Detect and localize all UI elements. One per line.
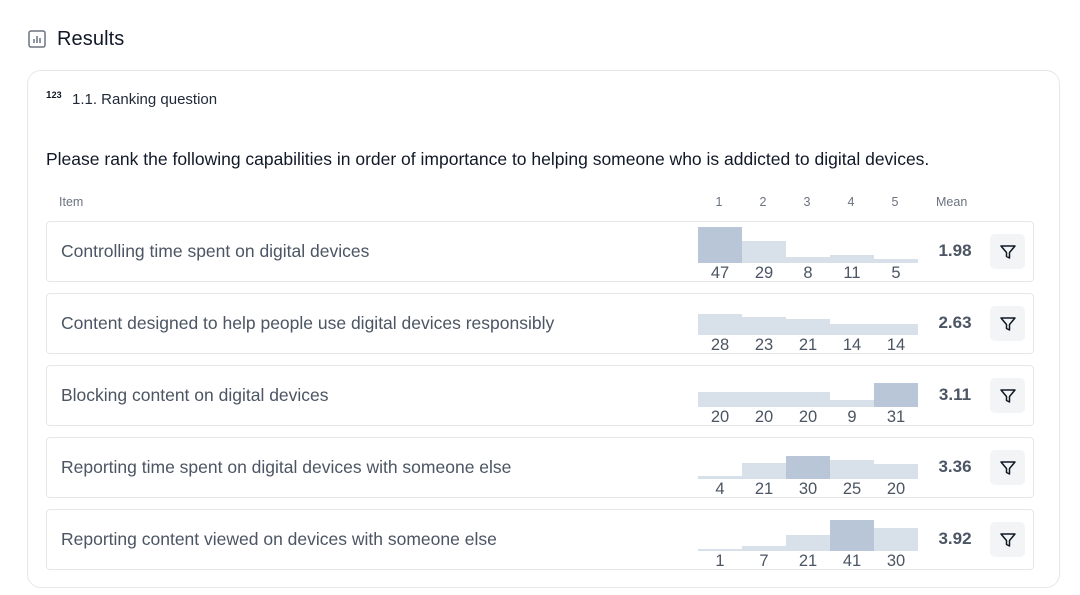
filter-button[interactable] <box>990 378 1025 413</box>
rank-bar-4 <box>830 400 874 407</box>
ranking-row: Reporting time spent on digital devices … <box>46 437 1034 498</box>
rank-count-5: 14 <box>886 336 906 354</box>
rank-bar-5 <box>874 383 918 407</box>
rank-bar-4 <box>830 255 874 263</box>
row-mean-value: 3.11 <box>938 385 972 404</box>
rank-count-5: 20 <box>886 480 906 498</box>
rank-bar-3 <box>786 257 830 263</box>
rank-count-3: 8 <box>803 264 813 282</box>
question-text: Please rank the following capabilities i… <box>46 149 930 169</box>
rank-bar-1 <box>698 476 742 479</box>
row-mean-value: 1.98 <box>938 241 972 260</box>
rank-bar-5 <box>874 528 918 551</box>
ranking-row: Blocking content on digital devices 20 20 2… <box>46 365 1034 426</box>
rank-count-2: 23 <box>754 336 774 354</box>
filter-button[interactable] <box>990 306 1025 341</box>
rank-bar-2 <box>742 546 786 551</box>
rank-header-5: 5 <box>891 195 899 209</box>
rank-count-4: 11 <box>843 264 861 282</box>
rank-count-1: 4 <box>715 480 725 498</box>
results-header: Results <box>28 28 124 50</box>
row-item-label: Reporting time spent on digital devices … <box>61 457 512 477</box>
rank-count-4: 25 <box>842 480 862 498</box>
rank-header-3: 3 <box>803 195 811 209</box>
row-item-label: Reporting content viewed on devices with… <box>61 529 497 549</box>
rank-header-1: 1 <box>715 195 723 209</box>
results-title: Results <box>57 27 125 50</box>
filter-icon <box>999 532 1016 547</box>
rank-bar-2 <box>742 317 786 335</box>
rank-bar-1 <box>698 227 742 263</box>
rank-bar-4 <box>830 324 874 335</box>
rank-bar-3 <box>786 456 830 479</box>
filter-icon <box>999 388 1016 403</box>
rank-count-2: 20 <box>754 408 774 426</box>
rank-bar-2 <box>742 463 786 479</box>
rank-count-5: 30 <box>886 552 906 570</box>
rank-bar-5 <box>874 324 918 335</box>
rank-count-1: 1 <box>715 552 725 570</box>
rank-bar-2 <box>742 392 786 407</box>
row-mean-value: 3.36 <box>938 457 972 476</box>
row-mean-value: 3.92 <box>938 529 972 548</box>
rank-count-3: 30 <box>798 480 818 498</box>
rank-bar-4 <box>830 520 874 551</box>
rank-distribution-bars <box>698 438 918 479</box>
ranking-row: Controlling time spent on digital device… <box>46 221 1034 282</box>
row-mean-value: 2.63 <box>938 313 972 332</box>
rank-bar-3 <box>786 535 830 551</box>
rank-count-3: 21 <box>798 552 818 570</box>
rank-header-2: 2 <box>759 195 767 209</box>
filter-icon <box>999 316 1016 331</box>
rank-count-3: 20 <box>798 408 818 426</box>
filter-icon <box>999 460 1016 475</box>
item-column-header: Item <box>59 195 84 209</box>
rank-count-4: 9 <box>847 408 857 426</box>
filter-button[interactable] <box>990 522 1025 557</box>
rank-count-5: 31 <box>886 408 906 426</box>
filter-icon <box>999 244 1016 259</box>
rank-bar-4 <box>830 460 874 479</box>
rank-count-4: 14 <box>842 336 862 354</box>
rank-count-4: 41 <box>842 552 862 570</box>
bar-chart-icon <box>28 30 46 48</box>
rank-count-2: 21 <box>754 480 774 498</box>
rank-bar-1 <box>698 549 742 551</box>
rank-count-3: 21 <box>798 336 818 354</box>
rank-bar-5 <box>874 259 918 263</box>
ranking-row: Content designed to help people use digi… <box>46 293 1034 354</box>
rank-bar-1 <box>698 392 742 407</box>
rank-bar-1 <box>698 314 742 335</box>
rank-header-4: 4 <box>847 195 855 209</box>
rank-bar-3 <box>786 319 830 335</box>
row-item-label: Controlling time spent on digital device… <box>61 241 370 261</box>
question-number-label: 1.1. Ranking question <box>72 90 218 108</box>
rank-distribution-bars <box>698 366 918 407</box>
rank-distribution-bars <box>698 294 918 335</box>
rank-bar-3 <box>786 392 830 407</box>
rank-distribution-bars <box>698 222 918 263</box>
mean-column-header: Mean <box>936 195 968 209</box>
rank-count-5: 5 <box>891 264 901 282</box>
rank-count-2: 29 <box>754 264 774 282</box>
rank-count-1: 28 <box>710 336 730 354</box>
rank-distribution-bars <box>698 510 918 551</box>
rank-bar-5 <box>874 464 918 479</box>
rank-count-2: 7 <box>759 552 769 570</box>
rank-bar-2 <box>742 241 786 263</box>
rank-count-1: 47 <box>710 264 730 282</box>
filter-button[interactable] <box>990 450 1025 485</box>
filter-button[interactable] <box>990 234 1025 269</box>
row-item-label: Content designed to help people use digi… <box>61 313 555 333</box>
row-item-label: Blocking content on digital devices <box>61 385 329 405</box>
ranking-row: Reporting content viewed on devices with… <box>46 509 1034 570</box>
rank-count-1: 20 <box>710 408 730 426</box>
